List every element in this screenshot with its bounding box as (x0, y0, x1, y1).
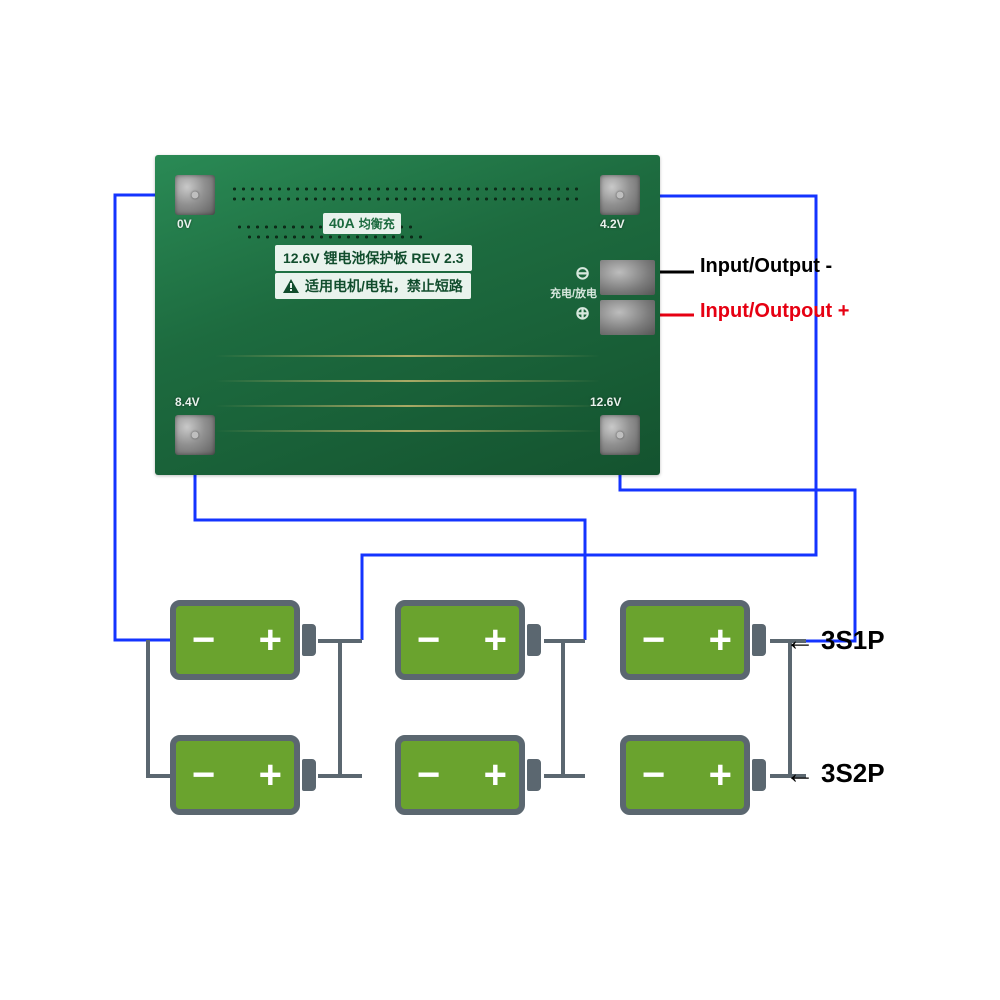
pad-0v (175, 175, 215, 215)
pad-label-4v2: 4.2V (600, 217, 625, 231)
battery-minus: − (192, 755, 215, 795)
pad-4v2 (600, 175, 640, 215)
battery-cap (302, 759, 316, 791)
battery-cap (302, 624, 316, 656)
arrow-left-icon: ← (785, 759, 815, 789)
battery-plus: + (709, 620, 732, 660)
pad-label-0v: 0V (177, 217, 192, 231)
battery-cap (527, 624, 541, 656)
pcb-trace (215, 430, 600, 432)
pcb-via-row (245, 235, 425, 239)
battery-cell: −+ (170, 735, 310, 815)
io-pad-neg (600, 260, 655, 295)
battery-minus: − (417, 620, 440, 660)
row-label-1-text: 3S1P (821, 625, 885, 656)
pcb-trace (215, 355, 600, 357)
io-label-neg: Input/Output - (700, 255, 832, 278)
battery-minus: − (642, 620, 665, 660)
io-symbol-pos: ⊕ (575, 303, 590, 324)
battery-plus: + (484, 620, 507, 660)
arrow-left-icon: ← (785, 626, 815, 656)
pcb-board: 0V 4.2V 8.4V 12.6V 40A 均衡充 12.6V 锂电池保护板 R… (155, 155, 660, 475)
io-mid-label: 充电/放电 (550, 285, 597, 301)
pad-label-8v4: 8.4V (175, 395, 200, 409)
pcb-trace (215, 380, 600, 382)
battery-minus: − (192, 620, 215, 660)
pcb-trace (215, 405, 600, 407)
battery-cell: −+ (170, 600, 310, 680)
battery-cell: −+ (620, 600, 760, 680)
wiring-svg (0, 0, 1000, 1000)
battery-plus: + (484, 755, 507, 795)
battery-minus: − (417, 755, 440, 795)
pad-12v6 (600, 415, 640, 455)
badge-40a: 40A 均衡充 (323, 213, 401, 234)
battery-cell: −+ (395, 600, 535, 680)
pad-label-12v6: 12.6V (590, 395, 621, 409)
battery-plus: + (259, 620, 282, 660)
io-pad-pos (600, 300, 655, 335)
battery-cell: −+ (395, 735, 535, 815)
warning-icon (283, 279, 299, 293)
battery-cap (527, 759, 541, 791)
badge-40a-suffix: 均衡充 (359, 217, 395, 231)
row-label-3s1p: ← 3S1P (785, 625, 885, 656)
battery-cap (752, 759, 766, 791)
battery-cap (752, 624, 766, 656)
pcb-via-row (230, 197, 580, 201)
battery-plus: + (709, 755, 732, 795)
pcb-via-row (230, 187, 580, 191)
silk-line-2: 适用电机/电钻，禁止短路 (275, 273, 471, 299)
pad-8v4 (175, 415, 215, 455)
battery-minus: − (642, 755, 665, 795)
silk-line-1: 12.6V 锂电池保护板 REV 2.3 (275, 245, 472, 271)
badge-40a-text: 40A (329, 215, 355, 231)
battery-cell: −+ (620, 735, 760, 815)
battery-plus: + (259, 755, 282, 795)
row-label-2-text: 3S2P (821, 758, 885, 789)
io-label-pos: Input/Outpout + (700, 300, 849, 323)
row-label-3s2p: ← 3S2P (785, 758, 885, 789)
io-symbol-neg: ⊖ (575, 263, 590, 284)
silk-line-2-text: 适用电机/电钻，禁止短路 (305, 276, 463, 296)
